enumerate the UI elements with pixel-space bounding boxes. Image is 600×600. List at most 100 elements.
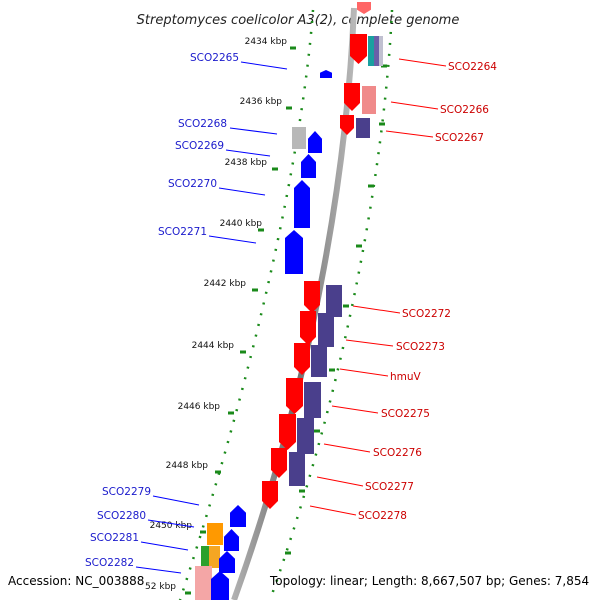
ruler-tick <box>200 530 206 534</box>
ruler-label: 2434 kbp <box>245 37 288 47</box>
ruler-tick <box>381 64 387 68</box>
gene-arrow-reverse <box>320 70 332 78</box>
gene-block-purple <box>326 285 342 317</box>
leader-line-reverse <box>218 187 266 196</box>
gene-block-pink <box>362 86 376 114</box>
gene-arrow-forward <box>340 115 354 135</box>
ruler-tick <box>228 411 234 415</box>
ruler-label: 2440 kbp <box>220 219 263 229</box>
gene-label-sco2271: SCO2271 <box>158 226 207 238</box>
leader-line-forward <box>398 58 447 67</box>
gene-label-sco2267: SCO2267 <box>435 132 484 144</box>
leader-line-forward <box>309 505 357 516</box>
gene-arrow-reverse <box>219 551 235 573</box>
ruler-tick <box>252 288 258 292</box>
ruler-label: 2436 kbp <box>240 97 283 107</box>
leader-line-reverse <box>135 566 182 574</box>
gene-label-sco2276: SCO2276 <box>373 447 422 459</box>
gene-arrow-reverse <box>230 505 246 527</box>
ruler-tick <box>185 591 191 595</box>
ruler-tick <box>285 551 291 555</box>
leader-line-forward <box>323 443 371 453</box>
ruler-layer: 2434 kbp 2436 kbp 2438 kbp 2440 kbp 2442 kbp… <box>145 37 387 595</box>
gene-label-sco2266: SCO2266 <box>440 104 489 116</box>
gene-block-green <box>201 546 209 568</box>
gene-label-sco2265: SCO2265 <box>190 52 239 64</box>
ruler-tick <box>379 122 385 126</box>
gene-arrow-reverse <box>301 154 316 178</box>
gene-block-purple <box>311 345 327 377</box>
gene-block-purple <box>374 36 379 66</box>
gene-label-sco2272: SCO2272 <box>402 308 451 320</box>
ruler-tick <box>356 244 362 248</box>
ruler-label: 2438 kbp <box>225 158 268 168</box>
ruler-label: 2444 kbp <box>192 341 235 351</box>
ruler-tick <box>240 350 246 354</box>
gene-label-sco2268: SCO2268 <box>178 118 227 130</box>
genome-title: Streptomyces coelicolor A3(2), complete … <box>137 13 460 28</box>
gene-arrow-forward <box>344 83 360 111</box>
gene-block-purple <box>289 452 305 486</box>
gene-arrow-forward <box>300 311 316 345</box>
ruler-tick <box>329 368 335 372</box>
leader-line-reverse <box>240 61 288 70</box>
gene-block-orange <box>209 546 220 568</box>
ruler-tick <box>314 429 320 433</box>
ruler-tick <box>286 106 292 110</box>
leader-line-reverse <box>140 541 189 551</box>
ruler-tick <box>215 470 221 474</box>
gene-arrow-forward <box>262 481 278 509</box>
ruler-tick <box>343 304 349 308</box>
gene-block-orange <box>207 523 223 545</box>
gene-arrow-reverse <box>211 571 229 600</box>
ruler-label: 2448 kbp <box>166 461 209 471</box>
leader-line-reverse <box>208 235 257 244</box>
accession-label: Accession: NC_003888 <box>8 574 145 588</box>
gene-arrow-reverse <box>294 180 310 228</box>
gene-arrow-forward <box>294 343 310 375</box>
leader-line-reverse <box>225 149 271 157</box>
gene-block-grey <box>379 36 383 66</box>
leader-line-forward <box>316 476 364 487</box>
gene-arrow-forward <box>304 281 320 313</box>
leader-line-reverse <box>152 495 200 506</box>
gene-label-sco2264: SCO2264 <box>448 61 497 73</box>
ruler-tick <box>290 46 296 50</box>
ruler-label: 52 kbp <box>145 582 176 592</box>
leader-line-forward <box>339 368 389 377</box>
gene-arrow-forward <box>350 34 367 64</box>
leader-line-forward <box>385 130 434 138</box>
ruler-tick <box>299 489 305 493</box>
gene-block-grey <box>292 127 306 149</box>
gene-block-teal <box>368 36 374 66</box>
gene-label-sco2269: SCO2269 <box>175 140 224 152</box>
gene-arrow-forward <box>357 2 371 14</box>
gene-label-sco2278: SCO2278 <box>358 510 407 522</box>
topology-label: Topology: linear; Length: 8,667,507 bp; … <box>270 574 590 588</box>
leader-line-reverse <box>147 519 195 528</box>
gene-block-pink <box>195 566 212 600</box>
leader-line-forward <box>352 305 401 314</box>
leader-line-forward <box>390 101 439 110</box>
gene-arrow-reverse <box>285 230 303 274</box>
gene-label-sco2273: SCO2273 <box>396 341 445 353</box>
leader-line-reverse <box>229 127 278 135</box>
forward-strand-guide <box>268 9 394 600</box>
leader-line-forward <box>331 405 379 414</box>
gene-label-sco2280: SCO2280 <box>97 510 146 522</box>
gene-label-sco2275: SCO2275 <box>381 408 430 420</box>
gene-shapes <box>195 2 383 600</box>
gene-label-hmuv: hmuV <box>390 371 422 383</box>
leader-line-forward <box>345 339 394 347</box>
ruler-label: 2446 kbp <box>178 402 221 412</box>
gene-arrow-forward <box>271 448 287 478</box>
ruler-label: 2442 kbp <box>204 279 247 289</box>
gene-block-purple <box>304 382 321 418</box>
gene-arrow-forward <box>286 378 303 414</box>
ruler-tick <box>272 167 278 171</box>
gene-arrow-reverse <box>308 131 322 153</box>
gene-label-sco2270: SCO2270 <box>168 178 217 190</box>
gene-block-purple <box>318 313 334 347</box>
gene-label-sco2279: SCO2279 <box>102 486 151 498</box>
